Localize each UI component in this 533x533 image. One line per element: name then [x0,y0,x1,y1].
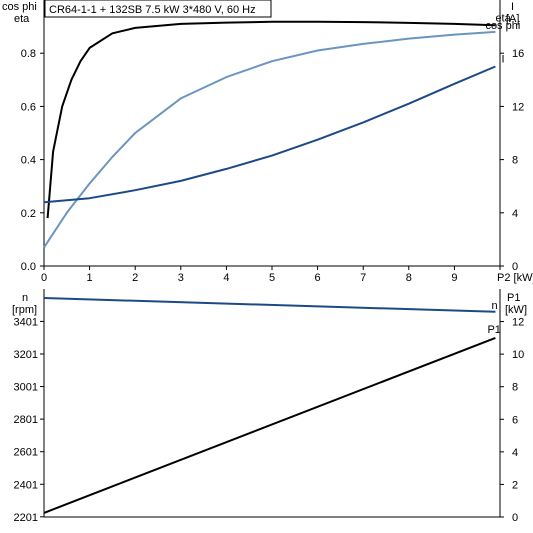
lower-right-axis-title-p1: P1 [507,292,520,304]
lower-left-y-tick-label: 2601 [14,447,38,459]
x-tick-label: 1 [87,272,93,284]
lower-left-y-tick-label: 2201 [14,512,38,524]
lower-right-y-tick-label: 12 [512,317,524,329]
x-tick-label: 7 [360,272,366,284]
lower-right-y-tick-label: 8 [512,382,518,394]
lower-right-axis-unit-kw: [kW] [505,304,527,316]
series-label-i: I [501,54,504,66]
lower-left-axis-title-n: n [22,292,28,304]
series-line-cos-phi [43,30,496,248]
x-tick-label: 5 [269,272,275,284]
right-y-tick-label: 4 [512,208,518,220]
x-axis-title: P2 [kW] [497,272,533,284]
lower-right-y-tick-label: 6 [512,414,518,426]
series-line-p1 [43,336,496,514]
chart-title: CR64-1-1 + 132SB 7.5 kW 3*480 V, 60 Hz [49,4,256,16]
left-y-tick-label: 0.6 [21,101,36,113]
series-line-n [43,297,496,313]
lower-left-y-tick-label: 2801 [14,414,38,426]
x-tick-label: 9 [451,272,457,284]
lower-left-axis-unit-rpm: [rpm] [12,304,37,316]
series-label-n: n [491,300,497,312]
lower-right-y-tick-label: 10 [512,349,524,361]
lower-left-y-tick-label: 3401 [14,316,38,328]
x-tick-label: 8 [406,272,412,284]
x-tick-label: 3 [178,272,184,284]
x-tick-label: 6 [315,272,321,284]
series-label-p1: P1 [487,324,500,336]
lower-right-y-tick-label: 4 [512,447,518,459]
x-tick-label: 4 [223,272,229,284]
right-y-tick-label: 16 [512,48,524,60]
lower-left-y-tick-label: 2401 [14,479,38,491]
left-y-tick-label: 0.4 [21,155,36,167]
series-label-cos-phi: cos phi [485,20,520,32]
right-y-tick-label: 0 [512,261,518,273]
x-tick-label: 2 [132,272,138,284]
left-axis-title-cosphi: cos phi [2,1,37,13]
x-tick-label: 0 [41,272,47,284]
left-y-tick-label: 0.0 [21,261,36,273]
lower-right-y-tick-label: 2 [512,479,518,491]
left-y-tick-label: 0.8 [21,48,36,60]
lower-left-y-tick-label: 3001 [14,382,38,394]
right-y-tick-label: 12 [512,101,524,113]
right-axis-unit-a: [A] [506,13,519,25]
series-line-eta [46,20,496,219]
lower-left-y-tick-label: 3201 [14,349,38,361]
right-y-tick-label: 8 [512,155,518,167]
left-axis-title-eta: eta [14,13,30,25]
series-line-i [43,65,496,204]
title-box [44,0,272,18]
lower-right-y-tick-label: 0 [512,512,518,524]
left-y-tick-label: 0.2 [21,208,36,220]
series-label-eta: eta [495,12,511,24]
right-axis-title-i: I [511,1,514,13]
